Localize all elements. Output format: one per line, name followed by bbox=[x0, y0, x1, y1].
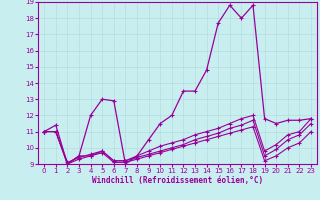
X-axis label: Windchill (Refroidissement éolien,°C): Windchill (Refroidissement éolien,°C) bbox=[92, 176, 263, 185]
